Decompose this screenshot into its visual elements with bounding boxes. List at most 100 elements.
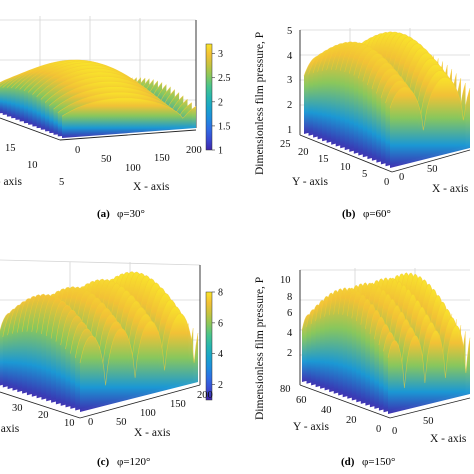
colorbar-tick-label: 4 [218,349,223,360]
y-tick-label: 15 [318,154,329,165]
panel-b-caption: (b) φ=60° [342,208,391,220]
surface-ridge [57,91,192,117]
panel-c-x-axis-label: X - axis [134,427,171,439]
y-tick-label: 10 [340,162,351,173]
axis-line [391,149,471,173]
surface-strip [80,313,198,412]
z-tick-label: 8 [287,292,292,303]
grid-line [0,259,201,266]
colorbar [205,291,213,401]
panel-a-x-axis-label: X - axis [133,181,170,193]
colorbar-tick-label: 3 [218,49,223,60]
colorbar-tick-label: 2.5 [218,73,231,84]
x-tick-label: 0 [88,417,93,428]
colorbar-tick-label: 6 [218,318,223,329]
colorbar [205,43,213,151]
panel-c-surface [0,271,199,412]
x-tick-label: 50 [116,417,127,428]
caption-text: φ=30° [117,208,145,220]
colorbar-tick-label: 1 [218,146,223,157]
panel-d-y-axis-label: Y - axis [293,421,330,433]
panel-d-z-ticks: 2 4 6 8 10 [280,275,293,359]
panel-b-z-axis-label: Dimensionless film pressure, P [254,32,266,175]
caption-text: φ=60° [363,208,391,220]
surface-strip [62,97,196,138]
panel-c-y-axis-label: - axis [0,423,20,435]
caption-label: (c) [97,456,110,468]
surface-ridge [53,86,188,115]
y-tick-label: 5 [362,169,367,180]
z-tick-label: 6 [287,308,292,319]
panel-d-z-axis-label: Dimensionless film pressure, P [254,277,266,420]
y-tick-label: 25 [280,139,291,150]
panel-d-x-axis-label: X - axis [430,433,467,445]
z-tick-label: 2 [287,100,292,111]
panel-c-colorbar: 2 4 6 8 [205,288,223,401]
axis-line [79,384,201,419]
panel-b-surface [303,31,471,168]
y-tick-label: 40 [321,405,332,416]
y-tick-label: 0 [376,424,381,435]
colorbar-tick-label: 8 [218,288,223,299]
surface-strip [390,77,470,168]
y-tick-label: 60 [296,395,307,406]
surface-strip [388,325,470,414]
y-tick-label: 20 [38,410,49,421]
caption-text: φ=150° [362,456,395,468]
axis-line [299,384,391,419]
y-tick-label: 10 [64,418,75,429]
z-tick-label: 4 [287,51,293,62]
y-tick-label: 20 [298,147,309,158]
x-tick-label: 150 [170,399,186,410]
z-tick-label: 4 [287,328,293,339]
panel-b-y-ticks: 25 20 15 10 5 0 [280,139,389,188]
panel-b-x-axis-label: X - axis [432,183,469,195]
panel-c: 2 4 6 8 0 50 100 150 200 10 20 30 - axis X … [0,259,223,468]
colorbar-tick-label: 1.5 [218,121,231,132]
panel-a-y-ticks: 5 10 15 20 [5,143,64,188]
panel-c-x-ticks: 0 50 100 150 200 [88,390,213,428]
surface-ridge [79,313,199,386]
panel-b-z-ticks: 1 2 3 4 5 [287,26,293,136]
axis-line [59,129,197,141]
panel-a-x-ticks: 0 50 100 150 200 [75,145,202,174]
x-tick-label: 100 [140,408,156,419]
z-tick-label: 2 [287,348,292,359]
y-tick-label: 10 [27,160,38,171]
x-tick-label: 0 [399,172,404,183]
panel-a-y-axis-label: Y - axis [0,176,23,188]
panel-a: 1 1.5 2 2.5 3 0 50 100 150 200 5 10 15 20 Y … [0,16,231,220]
axis-line [0,117,61,141]
panel-c-caption: (c) φ=120° [97,456,150,468]
colorbar-tick-label: 2 [218,97,223,108]
x-tick-label: 50 [427,164,438,175]
panel-d-caption: (d) φ=150° [341,456,395,468]
caption-label: (d) [341,456,355,468]
y-tick-label: 80 [280,384,291,395]
x-tick-label: 200 [186,145,202,156]
axis-line [0,391,81,419]
surface-ridge [61,97,197,119]
panel-b-x-ticks: 0 50 [399,164,438,183]
panel-a-colorbar: 1 1.5 2 2.5 3 [205,43,231,157]
x-tick-label: 0 [75,145,80,156]
x-tick-label: 100 [125,163,141,174]
z-tick-label: 1 [287,125,292,136]
z-tick-label: 3 [287,75,292,86]
z-tick-label: 10 [280,275,291,286]
y-tick-label: 30 [12,403,23,414]
panel-d-y-ticks: 80 60 40 20 0 [280,384,381,435]
x-tick-label: 50 [423,416,434,427]
z-tick-label: 5 [287,26,292,37]
panel-b-y-axis-label: Y - axis [292,176,329,188]
x-tick-label: 200 [197,390,213,401]
panel-c-y-ticks: 10 20 30 [12,403,75,429]
caption-label: (a) [97,208,110,220]
panel-d-x-ticks: 0 50 [392,416,434,437]
y-tick-label: 0 [384,177,389,188]
panel-d: Dimensionless film pressure, P 2 4 6 8 1… [254,268,471,468]
y-tick-label: 20 [346,415,357,426]
caption-label: (b) [342,208,356,220]
axis-line [389,397,471,419]
